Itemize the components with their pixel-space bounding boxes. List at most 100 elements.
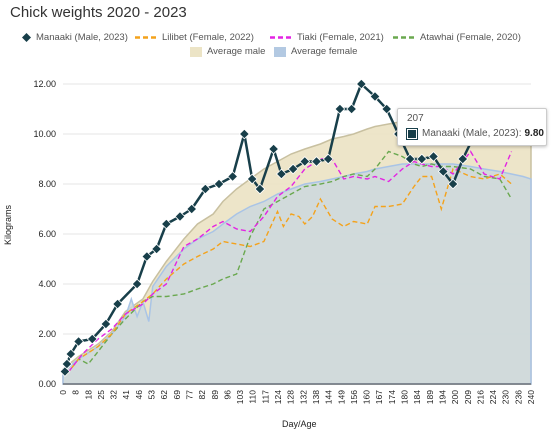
lilibet-line <box>66 168 512 375</box>
square-icon <box>406 127 418 140</box>
manaaki-point <box>287 163 299 175</box>
x-tick-label: 110 <box>248 390 258 404</box>
x-tick-label: 128 <box>286 390 296 404</box>
y-axis: 0.00 2.00 4.00 6.00 8.00 10.00 12.00 <box>33 79 56 389</box>
x-axis: 0 8 18 25 32 41 46 53 62 69 77 82 89 96 103 110 117 124 12… <box>58 383 536 404</box>
manaaki-point <box>447 178 459 190</box>
legend-label: Manaaki (Male, 2023) <box>36 32 128 43</box>
diamond-icon <box>22 33 31 42</box>
x-tick-label: 103 <box>235 390 245 404</box>
average-female-area <box>62 163 532 385</box>
x-axis-title: Day/Age <box>282 419 317 429</box>
tooltip-series-label: Manaaki (Male, 2023): <box>422 128 522 139</box>
manaaki-point <box>141 251 153 262</box>
manaaki-point <box>131 278 143 290</box>
x-tick-label: 69 <box>172 390 182 400</box>
x-tick-label: 240 <box>526 390 536 404</box>
manaaki-point <box>86 333 98 345</box>
manaaki-point <box>268 143 279 155</box>
legend-label: Lilibet (Female, 2022) <box>162 32 254 43</box>
y-tick-label: 2.00 <box>38 329 56 339</box>
x-tick-label: 167 <box>374 390 384 404</box>
x-tick-label: 18 <box>83 390 93 400</box>
manaaki-point <box>254 183 266 195</box>
legend-label: Average female <box>291 46 358 57</box>
legend-item-average-male[interactable]: Average male <box>190 46 265 57</box>
manaaki-point <box>151 243 162 255</box>
x-tick-label: 194 <box>437 390 447 404</box>
manaaki-point <box>65 348 77 360</box>
x-tick-label: 180 <box>400 390 410 404</box>
x-tick-label: 25 <box>96 390 106 400</box>
x-tick-label: 46 <box>134 390 144 400</box>
legend-item-lilibet[interactable]: Lilibet (Female, 2022) <box>135 32 254 43</box>
manaaki-point <box>73 336 84 347</box>
manaaki-point <box>355 78 367 90</box>
manaaki-point <box>112 298 123 310</box>
legend-item-atawhai[interactable]: Atawhai (Female, 2020) <box>393 32 521 43</box>
x-tick-label: 32 <box>109 390 119 400</box>
x-tick-label: 82 <box>197 390 207 400</box>
manaaki-point <box>61 358 73 370</box>
x-tick-label: 236 <box>513 390 523 404</box>
manaaki-point <box>246 173 258 185</box>
manaaki-point <box>457 153 469 165</box>
legend-label: Tiaki (Female, 2021) <box>297 32 384 43</box>
average-areas <box>62 118 532 385</box>
manaaki-point <box>160 218 172 230</box>
manaaki-point <box>404 153 416 165</box>
manaaki-point <box>369 91 381 102</box>
legend-item-average-female[interactable]: Average female <box>274 46 357 57</box>
legend-label: Atawhai (Female, 2020) <box>420 32 521 43</box>
y-tick-label: 10.00 <box>33 129 56 139</box>
legend-item-manaaki[interactable]: Manaaki (Male, 2023) <box>22 32 128 43</box>
x-tick-label: 62 <box>159 390 169 400</box>
tooltip-value: 9.80 <box>524 128 544 139</box>
x-tick-label: 138 <box>311 390 321 404</box>
chart-title: Chick weights 2020 - 2023 <box>10 4 187 21</box>
x-tick-label: 132 <box>298 390 308 404</box>
manaaki-line <box>63 82 474 372</box>
x-tick-label: 117 <box>260 390 270 404</box>
x-tick-label: 0 <box>58 390 68 395</box>
swatch-icon <box>190 46 202 57</box>
x-tick-label: 224 <box>488 390 498 404</box>
x-tick-label: 184 <box>412 390 422 404</box>
manaaki-point <box>311 156 322 167</box>
y-tick-label: 6.00 <box>38 229 56 239</box>
swatch-icon <box>274 46 286 57</box>
x-tick-label: 200 <box>450 390 460 404</box>
tooltip-row: Manaaki (Male, 2023): 9.80 <box>406 127 544 140</box>
x-tick-label: 8 <box>71 390 81 395</box>
x-tick-label: 174 <box>387 390 397 404</box>
manaaki-point <box>437 166 449 177</box>
manaaki-point <box>100 318 112 330</box>
x-tick-label: 144 <box>324 390 334 404</box>
series-lines <box>63 82 513 375</box>
series-markers <box>59 78 478 377</box>
manaaki-point <box>213 178 225 190</box>
manaaki-point <box>276 168 287 180</box>
dash-line-icon <box>135 36 157 39</box>
y-tick-label: 0.00 <box>38 379 56 389</box>
manaaki-point <box>299 156 311 167</box>
legend-item-tiaki[interactable]: Tiaki (Female, 2021) <box>270 32 384 43</box>
x-tick-label: 160 <box>362 390 372 404</box>
manaaki-point <box>416 153 428 165</box>
manaaki-point <box>238 128 250 140</box>
manaaki-point <box>428 151 439 162</box>
x-tick-label: 149 <box>336 390 346 404</box>
y-tick-label: 12.00 <box>33 79 56 89</box>
x-tick-label: 96 <box>222 390 232 400</box>
x-tick-label: 189 <box>425 390 435 404</box>
tooltip-x-value: 207 <box>407 113 424 124</box>
manaaki-point <box>381 103 393 115</box>
x-tick-label: 41 <box>121 390 131 400</box>
dash-line-icon <box>393 36 415 39</box>
manaaki-point <box>199 183 211 195</box>
x-tick-label: 53 <box>147 390 157 400</box>
manaaki-point <box>59 366 71 377</box>
manaaki-point <box>174 211 186 222</box>
y-tick-label: 4.00 <box>38 279 56 289</box>
